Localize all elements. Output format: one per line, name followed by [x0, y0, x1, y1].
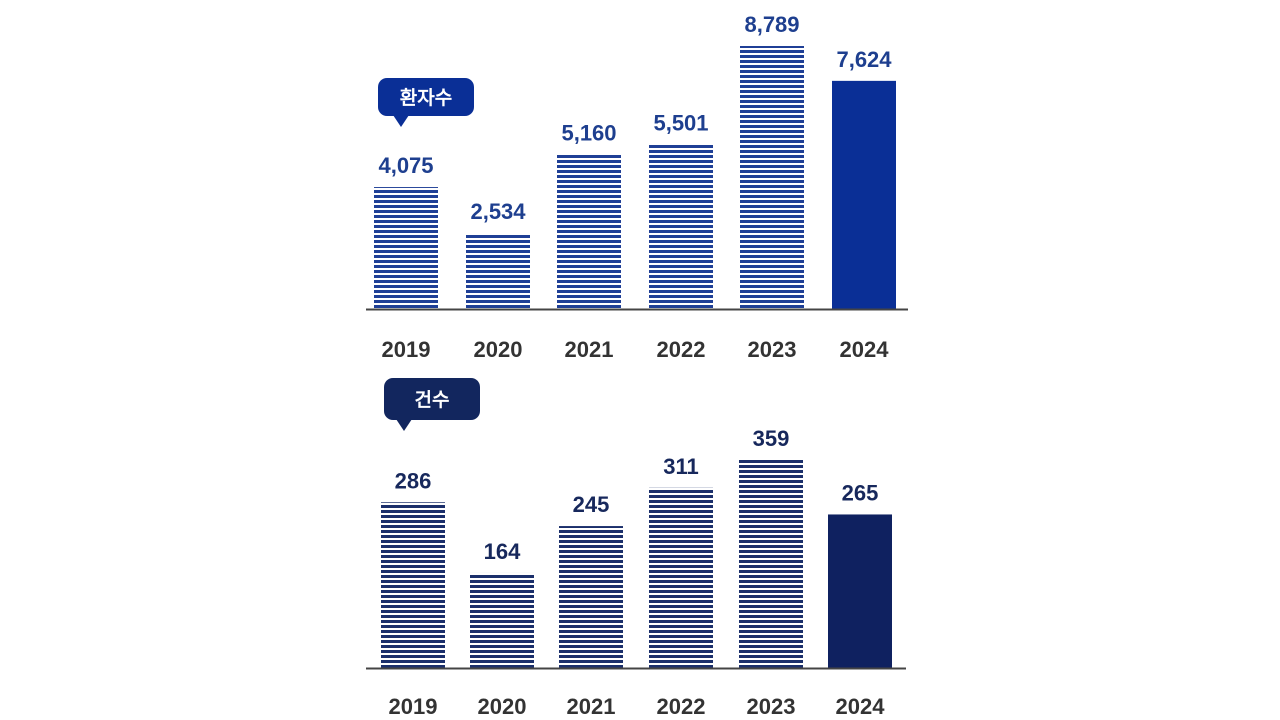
value-label-patients-2022: 5,501 [653, 110, 708, 135]
legend-bubble-patients: 환자수 [378, 78, 474, 127]
x-tick-patients-2020: 2020 [474, 337, 523, 362]
bar-patients-2023 [740, 46, 804, 309]
chart-patients: 4,075 2019 2,534 2020 5,160 2021 5,501 2022 8,78… [366, 12, 908, 362]
legend-bubble-cases: 건수 [384, 378, 480, 431]
x-tick-patients-2023: 2023 [748, 337, 797, 362]
x-tick-cases-2020: 2020 [478, 694, 527, 719]
value-label-cases-2020: 164 [484, 539, 521, 564]
bubble-tail [396, 419, 412, 431]
x-tick-patients-2022: 2022 [657, 337, 706, 362]
value-label-patients-2024: 7,624 [836, 47, 892, 72]
chart-cases: 286 2019 164 2020 245 2021 311 2022 359 2023 265 20… [366, 378, 906, 719]
bar-patients-2019 [374, 187, 438, 309]
bar-patients-2024 [832, 80, 896, 309]
x-tick-cases-2022: 2022 [657, 694, 706, 719]
bar-cases-2021 [559, 526, 623, 668]
value-label-cases-2021: 245 [573, 492, 610, 517]
value-label-cases-2022: 311 [663, 454, 699, 479]
bar-cases-2023 [739, 460, 803, 668]
bar-cases-2020 [470, 572, 534, 668]
bar-cases-2024 [828, 514, 892, 668]
chart-title-cases: 건수 [415, 389, 450, 411]
bar-cases-2022 [649, 487, 713, 668]
x-tick-cases-2021: 2021 [567, 694, 616, 719]
x-tick-patients-2021: 2021 [565, 337, 614, 362]
value-label-cases-2024: 265 [842, 480, 879, 505]
x-tick-cases-2023: 2023 [747, 694, 796, 719]
value-label-patients-2020: 2,534 [470, 199, 526, 224]
bar-patients-2020 [466, 233, 530, 309]
bubble-box [384, 378, 480, 420]
value-label-patients-2021: 5,160 [561, 121, 616, 146]
chart-title-patients: 환자수 [400, 87, 452, 109]
x-tick-cases-2024: 2024 [836, 694, 886, 719]
x-tick-patients-2024: 2024 [840, 337, 890, 362]
bubble-tail [393, 115, 409, 127]
x-tick-patients-2019: 2019 [382, 337, 431, 362]
value-label-patients-2019: 4,075 [378, 153, 433, 178]
bubble-box [378, 78, 474, 116]
bar-patients-2022 [649, 144, 713, 309]
x-tick-cases-2019: 2019 [389, 694, 438, 719]
value-label-cases-2023: 359 [753, 426, 790, 451]
bar-patients-2021 [557, 154, 621, 309]
bar-cases-2019 [381, 502, 445, 668]
value-label-cases-2019: 286 [395, 468, 432, 493]
value-label-patients-2023: 8,789 [744, 12, 799, 37]
